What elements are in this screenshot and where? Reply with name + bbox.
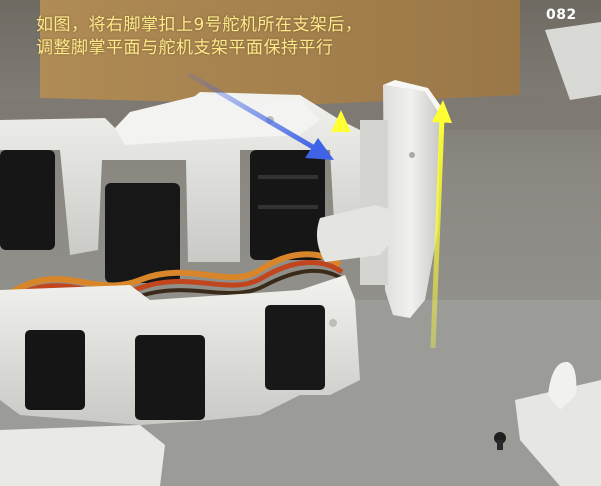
caption-line-1: 如图，将右脚掌扣上9号舵机所在支架后， [36,15,363,35]
instruction-caption: 如图，将右脚掌扣上9号舵机所在支架后， 调整脚掌平面与舵机支架平面保持平行 [36,14,362,60]
spare-plate-tab [548,361,577,410]
servo-body [135,335,205,420]
servo-stripe [258,205,318,209]
foot-plate-mount [360,120,388,285]
foot-plate-tab [316,205,392,262]
parallel-arrow-right-shaft [430,117,445,349]
bracket-top [115,95,320,145]
pointer-arrow-head [305,138,334,160]
paper-sheet [545,22,601,100]
parallel-arrows [331,100,452,360]
foot-plate-hole [409,152,415,158]
foot-plate-face [383,85,440,318]
screw [494,432,506,450]
pointer-arrow [187,72,334,160]
lower-foot-block [0,425,165,486]
spare-plate-base [515,380,601,486]
caption-line-2: 调整脚掌平面与舵机支架平面保持平行 [36,38,334,58]
servo-body [0,150,55,250]
servo-body [105,183,180,283]
cardboard-box [40,0,520,105]
screw-thread [497,440,503,450]
right-foot-plate [316,80,445,318]
servo-wire [0,260,344,309]
servo-stripe [258,175,318,179]
servo-body [25,330,85,410]
servo-wire [0,251,342,303]
parallel-arrow-right-head [432,100,452,123]
bracket-hole [329,319,337,327]
pointer-arrow-shaft [187,72,321,153]
page-number: 082 [546,7,577,23]
parallel-arrow-left-head [331,110,351,132]
servo-body [265,305,325,390]
robot-leg [0,92,372,486]
spare-foot-plate [515,361,601,486]
